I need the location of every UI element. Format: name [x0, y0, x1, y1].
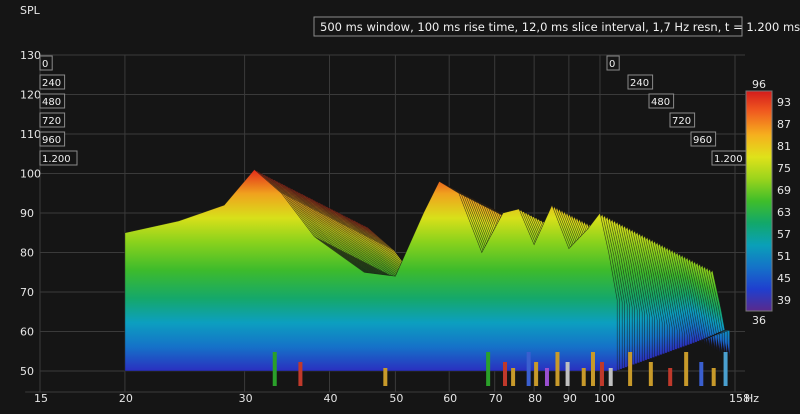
- svg-text:480: 480: [651, 97, 670, 108]
- frequency-marker: [684, 352, 689, 386]
- y-axis-label: SPL: [20, 4, 41, 17]
- y-tick-60: 60: [20, 326, 34, 339]
- svg-text:240: 240: [42, 78, 61, 89]
- colorbar-tick-93: 93: [777, 96, 791, 109]
- x-tick-15: 15: [34, 392, 48, 405]
- colorbar-ticks: 96 93 87 81 75 69 63 57 51 45 39 36: [752, 78, 791, 327]
- colorbar-tick-63: 63: [777, 206, 791, 219]
- y-tick-100: 100: [20, 168, 41, 181]
- time-tick-left-480: 480: [39, 93, 66, 109]
- frequency-marker: [565, 362, 570, 386]
- frequency-marker: [555, 352, 560, 386]
- svg-text:0: 0: [609, 59, 615, 70]
- x-axis-ticks: 15 20 30 40 50 60 70 80 90 100 158: [34, 392, 750, 405]
- y-tick-80: 80: [20, 247, 34, 260]
- frequency-marker: [699, 362, 704, 386]
- colorbar-tick-87: 87: [777, 118, 791, 131]
- frequency-marker: [599, 362, 604, 386]
- time-tick-right-720: 720: [669, 112, 696, 128]
- svg-text:720: 720: [42, 116, 61, 127]
- x-tick-70: 70: [489, 392, 503, 405]
- frequency-marker: [544, 368, 549, 386]
- time-tick-right-1.200: 1.200: [711, 150, 750, 166]
- y-tick-130: 130: [20, 49, 41, 62]
- frequency-marker: [526, 352, 531, 386]
- svg-text:1.200: 1.200: [714, 154, 743, 165]
- frequency-marker: [711, 368, 716, 386]
- colorbar-tick-45: 45: [777, 272, 791, 285]
- x-tick-100: 100: [594, 392, 615, 405]
- x-tick-30: 30: [239, 392, 253, 405]
- frequency-marker: [608, 368, 613, 386]
- svg-text:240: 240: [630, 78, 649, 89]
- waterfall-slice: [124, 169, 618, 372]
- frequency-marker: [272, 352, 277, 386]
- frequency-marker: [590, 352, 595, 386]
- frequency-marker: [648, 362, 653, 386]
- svg-text:1.200: 1.200: [42, 154, 71, 165]
- waterfall-surface: [124, 169, 730, 372]
- time-tick-right-240: 240: [627, 74, 654, 90]
- x-tick-90: 90: [563, 392, 577, 405]
- x-tick-40: 40: [324, 392, 338, 405]
- time-axis-ticks-left: 0 240 480 720 960 1.200: [39, 55, 78, 166]
- x-tick-50: 50: [389, 392, 403, 405]
- colorbar-tick-81: 81: [777, 140, 791, 153]
- svg-text:960: 960: [693, 135, 712, 146]
- frequency-marker: [628, 352, 633, 386]
- y-axis-ticks: 130 120 110 100 90 80 70 60 50: [20, 49, 41, 378]
- frequency-marker: [383, 368, 388, 386]
- y-tick-90: 90: [20, 207, 34, 220]
- frequency-marker: [581, 368, 586, 386]
- colorbar: [745, 90, 773, 312]
- time-tick-left-960: 960: [39, 131, 66, 147]
- x-axis-unit: Hz: [745, 392, 759, 405]
- frequency-marker: [298, 362, 303, 386]
- colorbar-tick-36: 36: [752, 314, 766, 327]
- time-tick-left-240: 240: [39, 74, 66, 90]
- colorbar-tick-75: 75: [777, 162, 791, 175]
- svg-text:0: 0: [42, 59, 48, 70]
- time-tick-left-0: 0: [39, 55, 53, 71]
- x-tick-80: 80: [528, 392, 542, 405]
- y-tick-50: 50: [20, 365, 34, 378]
- time-tick-left-720: 720: [39, 112, 66, 128]
- time-tick-right-480: 480: [648, 93, 675, 109]
- frequency-marker: [511, 368, 516, 386]
- y-tick-70: 70: [20, 286, 34, 299]
- time-tick-left-1.200: 1.200: [39, 150, 78, 166]
- time-tick-right-960: 960: [690, 131, 717, 147]
- time-tick-right-0: 0: [606, 55, 620, 71]
- colorbar-tick-69: 69: [777, 184, 791, 197]
- colorbar-tick-51: 51: [777, 250, 791, 263]
- x-tick-20: 20: [119, 392, 133, 405]
- frequency-markers: [272, 352, 728, 386]
- svg-text:960: 960: [42, 135, 61, 146]
- colorbar-tick-57: 57: [777, 228, 791, 241]
- frequency-marker: [486, 352, 491, 386]
- x-tick-60: 60: [443, 392, 457, 405]
- x-tick-158: 158: [729, 392, 750, 405]
- plot-caption: 500 ms window, 100 ms rise time, 12,0 ms…: [320, 20, 800, 34]
- svg-text:720: 720: [672, 116, 691, 127]
- frequency-marker: [723, 352, 728, 386]
- svg-text:480: 480: [42, 97, 61, 108]
- colorbar-tick-39: 39: [777, 294, 791, 307]
- frequency-marker: [668, 368, 673, 386]
- colorbar-tick-96: 96: [752, 78, 766, 91]
- y-tick-120: 120: [20, 89, 41, 102]
- frequency-marker: [503, 362, 508, 386]
- frequency-marker: [534, 362, 539, 386]
- y-tick-110: 110: [20, 128, 41, 141]
